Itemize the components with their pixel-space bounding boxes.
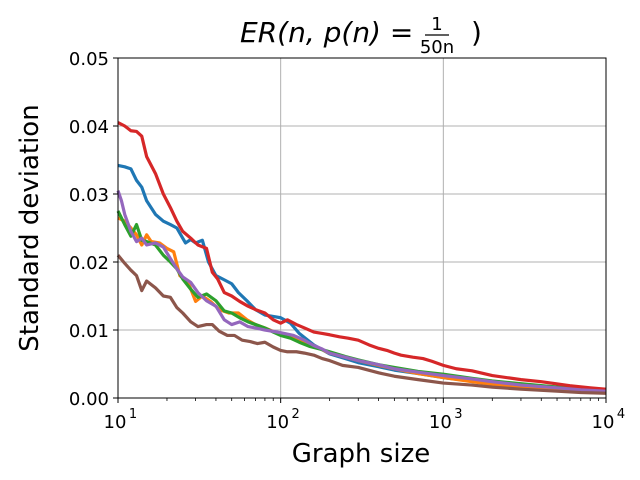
y-tick-label: 0.01 — [69, 321, 109, 342]
x-axis-ticks: 10 1 10 2 10 3 10 4 — [104, 398, 626, 433]
x-tick-label-base: 10 — [266, 412, 289, 433]
x-tick-label-base: 10 — [592, 412, 615, 433]
x-tick-label: 10 1 — [104, 407, 138, 433]
series-line-4 — [117, 121, 607, 391]
x-tick-label: 10 3 — [429, 407, 463, 433]
x-tick-label-exponent: 2 — [292, 407, 300, 422]
y-tick-label: 0.04 — [69, 117, 109, 138]
plot-frame — [117, 57, 607, 399]
chart-title-main: ER(n, p(n) = — [240, 16, 413, 49]
x-tick-label-exponent: 3 — [454, 407, 462, 422]
y-tick-label: 0.02 — [69, 253, 109, 274]
y-tick-label: 0.03 — [69, 185, 109, 206]
x-axis-label: Graph size — [292, 439, 430, 469]
x-tick-label-exponent: 4 — [617, 407, 625, 422]
y-axis-ticks: 0.00 0.01 0.02 0.03 0.04 0.05 — [69, 49, 118, 410]
chart-title-close: ) — [471, 16, 482, 49]
series-line-6 — [116, 254, 607, 395]
series-line-5 — [116, 190, 607, 393]
y-tick-label: 0.00 — [69, 389, 109, 410]
y-axis-label: Standard deviation — [15, 104, 45, 351]
x-tick-label-exponent: 1 — [129, 407, 137, 422]
x-tick-label-base: 10 — [104, 412, 127, 433]
series-layer — [116, 121, 607, 395]
x-tick-label-base: 10 — [429, 412, 452, 433]
chart-title-fraction-denominator: 50n — [420, 37, 454, 58]
y-tick-label: 0.05 — [69, 49, 109, 70]
x-tick-label: 10 4 — [592, 407, 626, 433]
x-tick-label: 10 2 — [266, 407, 300, 433]
chart-title-fraction-numerator: 1 — [431, 14, 442, 35]
chart-title: ER(n, p(n) = 1 50n ) — [240, 14, 482, 58]
